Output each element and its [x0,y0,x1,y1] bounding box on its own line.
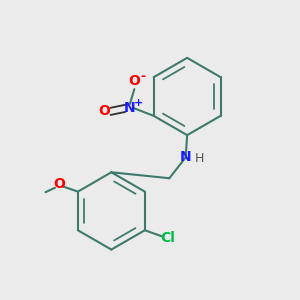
Text: O: O [128,74,140,88]
Text: N: N [124,101,136,116]
Text: Cl: Cl [160,231,175,245]
Text: +: + [134,98,143,108]
Text: H: H [194,152,204,165]
Text: O: O [53,178,65,191]
Text: O: O [98,104,110,118]
Text: N: N [180,150,191,164]
Text: -: - [140,70,145,83]
